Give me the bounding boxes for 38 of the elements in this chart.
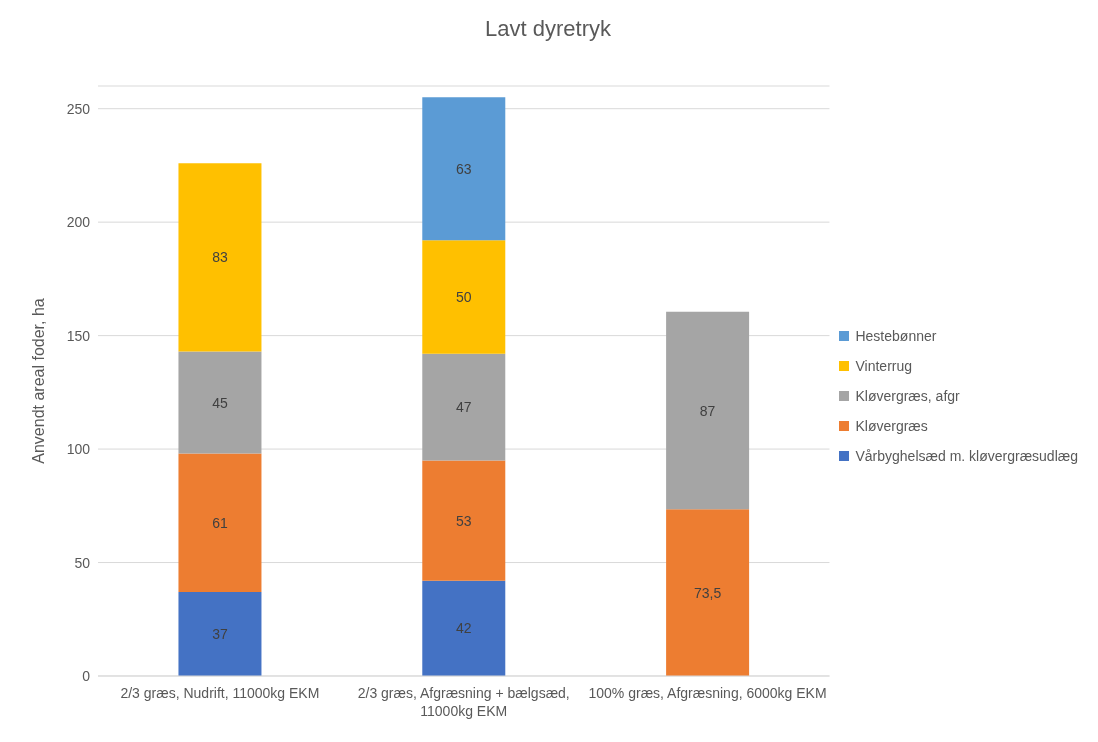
data-label: 83 xyxy=(212,249,228,266)
bar xyxy=(422,460,506,581)
y-tick-label: 50 xyxy=(74,554,91,571)
legend-label: Kløvergræs xyxy=(855,418,928,434)
legend-label: Vårbyghelsæd m. kløvergræsudlæg xyxy=(855,448,1078,464)
bar xyxy=(178,453,262,593)
data-label: 47 xyxy=(456,399,472,416)
chart-title: Lavt dyretryk xyxy=(484,15,612,43)
y-axis-title: Anvendt areal foder, ha xyxy=(29,298,47,464)
data-label: 61 xyxy=(212,514,228,531)
data-label: 45 xyxy=(212,394,228,411)
bar xyxy=(422,580,506,676)
data-label: 50 xyxy=(456,289,472,306)
y-tick-label: 200 xyxy=(66,214,91,231)
bar xyxy=(422,97,506,241)
data-label: 87 xyxy=(699,402,716,419)
y-tick-label: 0 xyxy=(82,667,91,684)
legend-label: Kløvergræs, afgr xyxy=(855,388,960,404)
data-label: 42 xyxy=(456,620,472,637)
bar xyxy=(422,240,506,354)
bar xyxy=(422,353,506,461)
data-label: 63 xyxy=(456,160,472,177)
bar xyxy=(178,592,262,676)
x-tick-label: 100% græs, Afgræsning, 6000kg EKM xyxy=(588,685,827,701)
bar xyxy=(178,163,262,352)
data-label: 37 xyxy=(212,626,228,643)
x-tick-label: 2/3 græs, Afgræsning + bælgsæd, 11000kg EKM xyxy=(357,685,570,719)
y-tick-label: 250 xyxy=(66,100,91,117)
bar xyxy=(666,509,750,676)
x-tick-label: 2/3 græs, Nudrift, 11000kg EKM xyxy=(120,685,320,701)
legend-label: Vinterrug xyxy=(855,358,913,374)
y-tick-label: 100 xyxy=(66,441,91,458)
data-label: 53 xyxy=(456,512,472,529)
bar xyxy=(178,351,262,454)
bar xyxy=(666,311,750,510)
y-tick-label: 150 xyxy=(66,327,91,344)
legend-label: Hestebønner xyxy=(855,328,937,344)
data-label: 73,5 xyxy=(693,584,722,601)
